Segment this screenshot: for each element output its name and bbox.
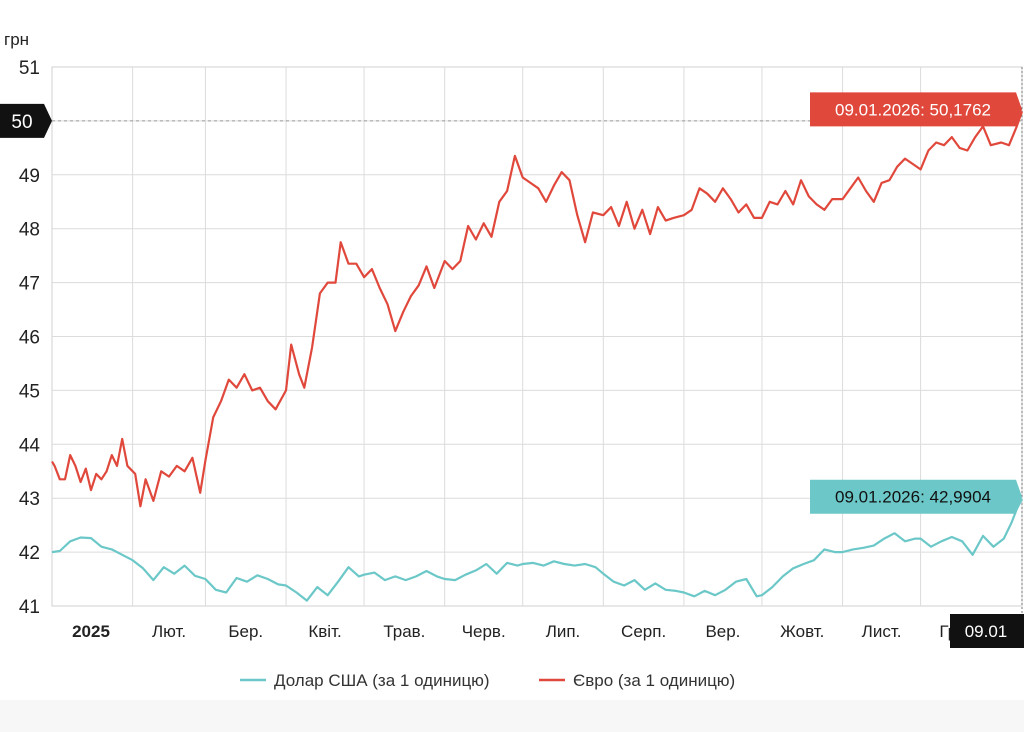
legend-label-1: Євро (за 1 одиницю) (573, 671, 735, 690)
series-line-0 (51, 498, 1023, 602)
y-tick-label: 45 (19, 381, 40, 402)
y-tick-label: 51 (19, 58, 40, 79)
y-tick-label: 44 (19, 435, 41, 456)
last-value-callout-0 (810, 479, 1022, 514)
x-tick-label: Жовт. (780, 622, 824, 641)
crosshair-x-tag (950, 614, 1024, 648)
y-tick-label: 41 (19, 597, 40, 618)
y-tick-label: 49 (19, 166, 40, 187)
crosshair-y-tag (0, 103, 52, 138)
y-tick-label: 48 (19, 220, 40, 241)
last-value-label: 09.01.2026: 42,9904 (835, 488, 991, 507)
footer-strip (0, 700, 1024, 732)
x-tick-label: Квіт. (308, 622, 341, 641)
last-value-callout-1 (810, 92, 1022, 127)
y-tick-label: 42 (19, 543, 40, 564)
crosshair-y-label: 50 (11, 112, 32, 133)
x-tick-label: Серп. (621, 622, 666, 641)
y-axis-label: грн (4, 30, 29, 49)
x-tick-label: Лип. (546, 622, 581, 641)
y-tick-label: 47 (19, 274, 40, 295)
crosshair-x-label: 09.01 (965, 622, 1008, 641)
x-tick-label: Вер. (705, 622, 740, 641)
y-tick-label: 43 (19, 489, 40, 510)
legend-label-0: Долар США (за 1 одиницю) (274, 671, 490, 690)
y-tick-label: 46 (19, 328, 40, 349)
x-tick-label: Лист. (862, 622, 902, 641)
last-value-label: 09.01.2026: 50,1762 (835, 100, 991, 119)
x-tick-label: Черв. (462, 622, 506, 641)
series-line-1 (51, 111, 1024, 508)
x-tick-label: 2025 (72, 622, 110, 641)
x-tick-label: Лют. (152, 622, 186, 641)
x-tick-label: Бер. (228, 622, 263, 641)
x-tick-label: Трав. (383, 622, 425, 641)
